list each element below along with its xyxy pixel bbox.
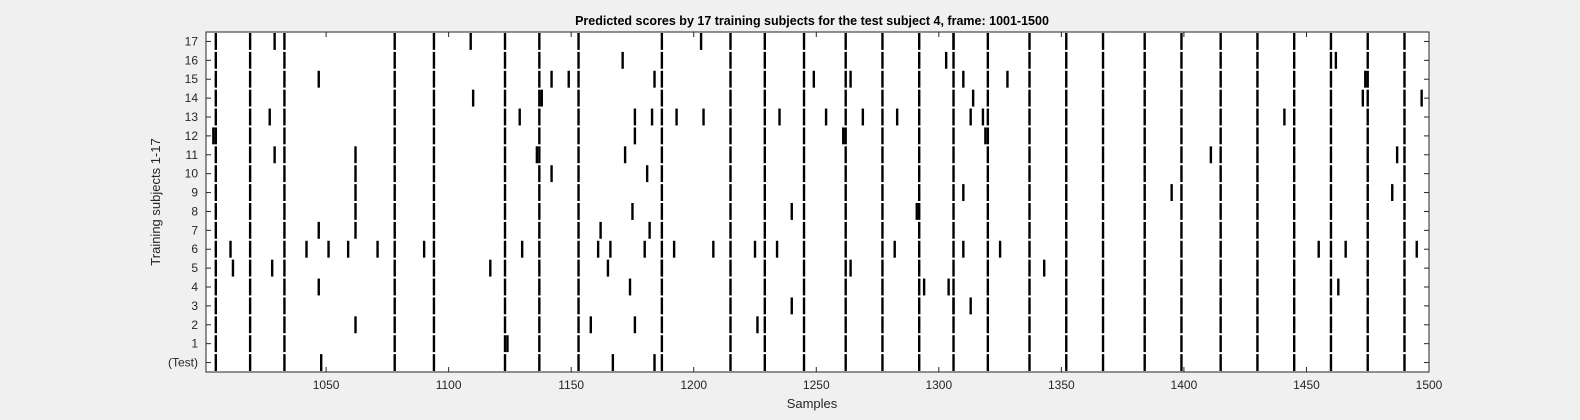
x-tick-label: 1400 (1171, 378, 1198, 392)
y-tick-label: 14 (185, 91, 199, 105)
y-tick-label: (Test) (168, 356, 198, 370)
y-tick-label: 11 (186, 148, 199, 162)
x-tick-label: 1500 (1416, 378, 1443, 392)
x-tick-label: 1150 (558, 378, 584, 392)
y-tick-label: 5 (191, 261, 198, 275)
y-tick-label: 16 (185, 53, 199, 67)
x-tick-label: 1200 (680, 378, 707, 392)
event-marks (212, 33, 1423, 371)
y-tick-label: 9 (191, 186, 198, 200)
plot-area (205, 31, 1430, 373)
x-axis: 1050 1100 1150 1200 1250 1300 1350 1400 1450 1500 (313, 32, 1443, 392)
y-tick-label: 7 (191, 223, 198, 237)
y-tick-label: 13 (185, 110, 199, 124)
y-tick-label: 6 (191, 242, 198, 256)
chart-title: Predicted scores by 17 training subjects… (575, 14, 1049, 28)
y-tick-label: 17 (185, 34, 199, 48)
x-tick-label: 1350 (1048, 378, 1075, 392)
x-tick-label: 1100 (436, 378, 462, 392)
y-axis-label: Training subjects 1-17 (148, 138, 163, 265)
y-tick-label: 1 (191, 337, 198, 351)
x-tick-label: 1300 (925, 378, 952, 392)
y-tick-label: 8 (191, 204, 198, 218)
y-tick-label: 12 (185, 129, 199, 143)
x-axis-label: Samples (787, 396, 838, 411)
y-tick-label: 10 (185, 167, 199, 181)
y-tick-label: 2 (191, 318, 198, 332)
y-tick-label: 15 (185, 72, 199, 86)
y-tick-label: 3 (191, 299, 198, 313)
y-tick-label: 4 (191, 280, 198, 294)
x-tick-label: 1050 (313, 378, 340, 392)
x-tick-label: 1450 (1293, 378, 1320, 392)
x-tick-label: 1250 (803, 378, 830, 392)
